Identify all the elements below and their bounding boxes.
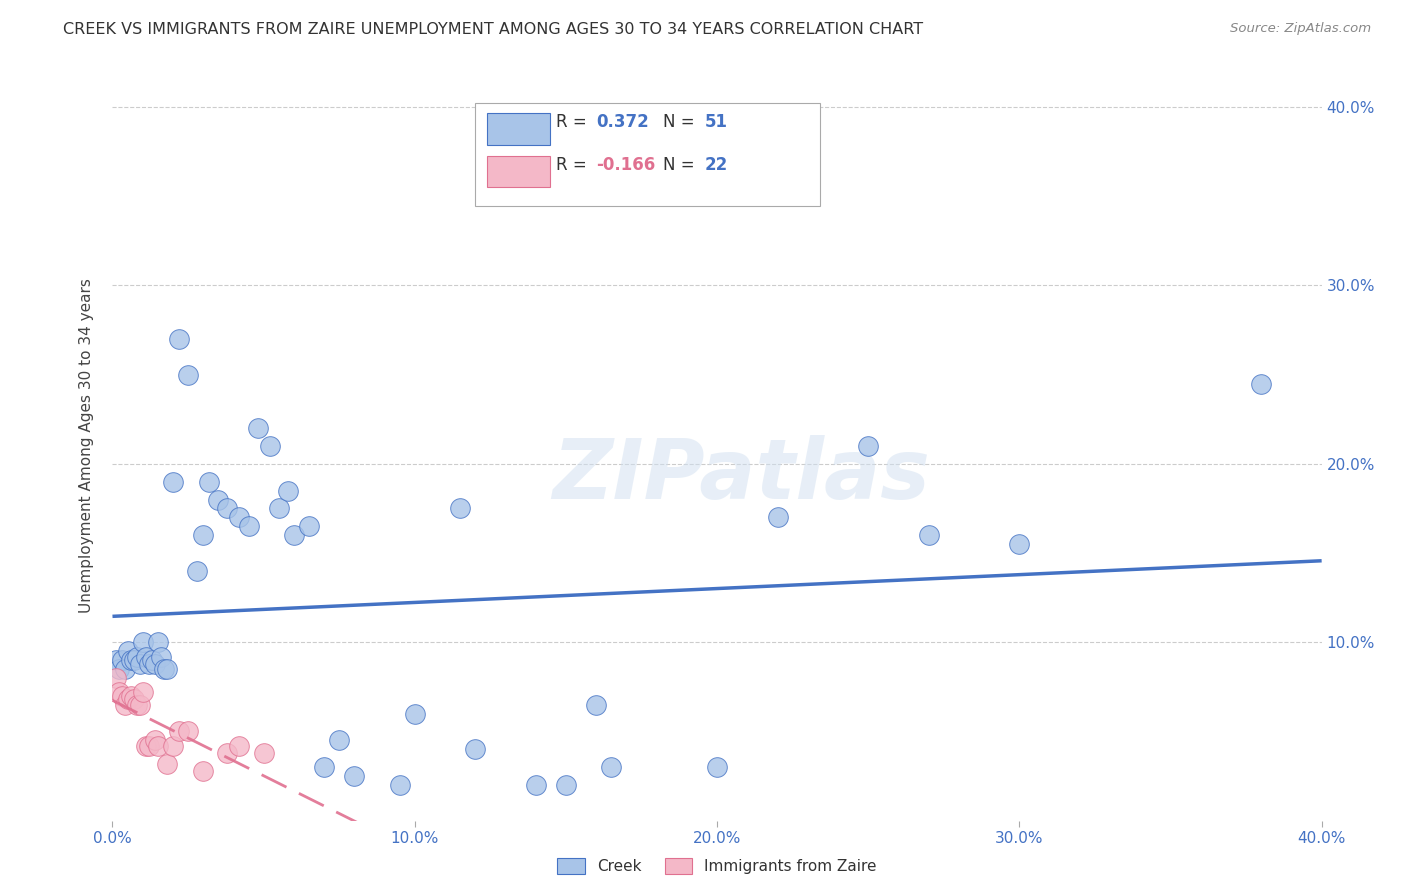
Text: R =: R = bbox=[557, 112, 592, 130]
Text: N =: N = bbox=[662, 156, 700, 174]
Text: R =: R = bbox=[557, 156, 592, 174]
Point bbox=[177, 368, 200, 382]
Point bbox=[114, 698, 136, 712]
Point bbox=[156, 756, 179, 771]
Text: ZIPatlas: ZIPatlas bbox=[553, 435, 931, 516]
Point bbox=[132, 635, 155, 649]
Point bbox=[191, 528, 214, 542]
Point bbox=[138, 657, 160, 671]
Point bbox=[1008, 537, 1031, 551]
Point bbox=[253, 746, 276, 760]
Text: Source: ZipAtlas.com: Source: ZipAtlas.com bbox=[1230, 22, 1371, 36]
Point bbox=[464, 742, 486, 756]
Point bbox=[404, 706, 426, 721]
FancyBboxPatch shape bbox=[488, 113, 550, 145]
Point bbox=[110, 689, 132, 703]
Point bbox=[298, 519, 321, 533]
Point bbox=[766, 510, 789, 524]
Point bbox=[191, 764, 214, 778]
Point bbox=[141, 653, 163, 667]
Point bbox=[117, 692, 139, 706]
Text: CREEK VS IMMIGRANTS FROM ZAIRE UNEMPLOYMENT AMONG AGES 30 TO 34 YEARS CORRELATIO: CREEK VS IMMIGRANTS FROM ZAIRE UNEMPLOYM… bbox=[63, 22, 924, 37]
Point bbox=[259, 439, 281, 453]
Point bbox=[267, 501, 290, 516]
Point bbox=[343, 769, 366, 783]
Point bbox=[104, 653, 127, 667]
Point bbox=[114, 662, 136, 676]
Point bbox=[918, 528, 941, 542]
Point bbox=[107, 685, 129, 699]
Text: N =: N = bbox=[662, 112, 700, 130]
Text: 22: 22 bbox=[704, 156, 728, 174]
Point bbox=[146, 635, 169, 649]
Point bbox=[449, 501, 471, 516]
Point bbox=[120, 689, 142, 703]
Point bbox=[132, 685, 155, 699]
Point bbox=[277, 483, 299, 498]
Point bbox=[217, 501, 239, 516]
Point bbox=[162, 475, 184, 489]
Text: 0.372: 0.372 bbox=[596, 112, 650, 130]
Point bbox=[198, 475, 221, 489]
Point bbox=[125, 698, 148, 712]
Point bbox=[1250, 376, 1272, 391]
Point bbox=[186, 564, 208, 578]
Point bbox=[117, 644, 139, 658]
Legend: Creek, Immigrants from Zaire: Creek, Immigrants from Zaire bbox=[551, 852, 883, 880]
Point bbox=[246, 421, 269, 435]
Point bbox=[706, 760, 728, 774]
Point bbox=[120, 653, 142, 667]
Point bbox=[135, 649, 157, 664]
Point bbox=[314, 760, 336, 774]
Point bbox=[146, 739, 169, 753]
Point bbox=[122, 653, 145, 667]
FancyBboxPatch shape bbox=[475, 103, 820, 206]
Point bbox=[128, 657, 150, 671]
Point bbox=[283, 528, 305, 542]
Point bbox=[156, 662, 179, 676]
Point bbox=[167, 724, 190, 739]
Point bbox=[135, 739, 157, 753]
FancyBboxPatch shape bbox=[488, 156, 550, 187]
Point bbox=[162, 739, 184, 753]
Point bbox=[207, 492, 229, 507]
Point bbox=[238, 519, 260, 533]
Point bbox=[149, 649, 172, 664]
Point bbox=[388, 778, 411, 792]
Point bbox=[128, 698, 150, 712]
Point bbox=[228, 739, 250, 753]
Point bbox=[328, 733, 350, 747]
Point bbox=[143, 733, 166, 747]
Point bbox=[217, 746, 239, 760]
Point bbox=[856, 439, 880, 453]
Point bbox=[125, 649, 148, 664]
Point bbox=[167, 332, 190, 346]
Point bbox=[143, 657, 166, 671]
Text: -0.166: -0.166 bbox=[596, 156, 655, 174]
Text: 51: 51 bbox=[704, 112, 728, 130]
Point bbox=[524, 778, 547, 792]
Point bbox=[107, 662, 129, 676]
Point bbox=[153, 662, 176, 676]
Point bbox=[177, 724, 200, 739]
Point bbox=[138, 739, 160, 753]
Point bbox=[600, 760, 623, 774]
Point bbox=[104, 671, 127, 685]
Point bbox=[228, 510, 250, 524]
Point bbox=[110, 653, 132, 667]
Point bbox=[122, 692, 145, 706]
Point bbox=[554, 778, 576, 792]
Point bbox=[585, 698, 607, 712]
Y-axis label: Unemployment Among Ages 30 to 34 years: Unemployment Among Ages 30 to 34 years bbox=[79, 278, 94, 614]
